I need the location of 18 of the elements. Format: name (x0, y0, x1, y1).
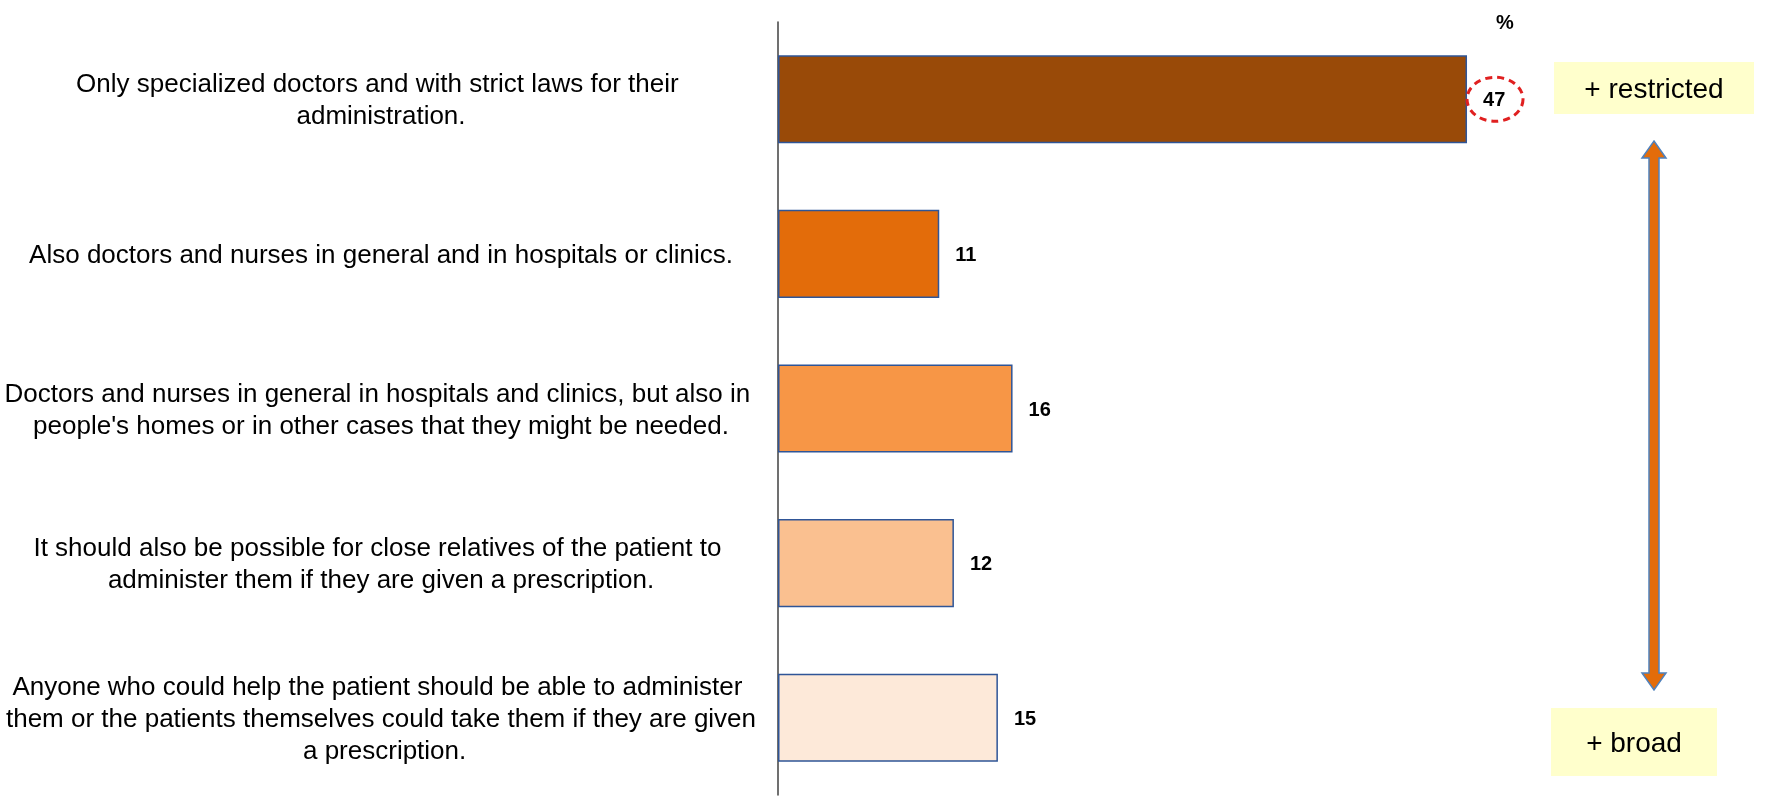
bar (778, 519, 954, 608)
text: + restricted (1584, 72, 1724, 104)
data-label: 16 (1028, 397, 1051, 420)
data-label: 15 (1013, 706, 1037, 729)
y-tick-label: It should also be possible for close relatives of the patient to administer them if they are given a prescription. (33, 532, 729, 595)
y-tick-label: Also doctors and nurses in general and in hospitals or clinics. (29, 238, 733, 269)
text: + broad (1586, 726, 1682, 758)
text: % (1496, 11, 1514, 33)
data-label: 47 (1483, 88, 1506, 111)
y-tick-label: Doctors and nurses in general in hospitals and clinics, but also in people's homes or in other cases that they might be needed. (4, 377, 758, 440)
data-label: 12 (969, 552, 993, 575)
bar (778, 673, 998, 762)
y-tick-label: Only specialized doctors and with strict laws for their administration. (76, 68, 686, 131)
bar (778, 209, 940, 298)
y-tick-label: Anyone who could help the patient should be able to administer them or the patients themselves could take them if they are given a prescription. (5, 670, 757, 765)
bar (778, 55, 1468, 144)
data-label: 11 (955, 242, 977, 265)
bar (778, 364, 1013, 453)
